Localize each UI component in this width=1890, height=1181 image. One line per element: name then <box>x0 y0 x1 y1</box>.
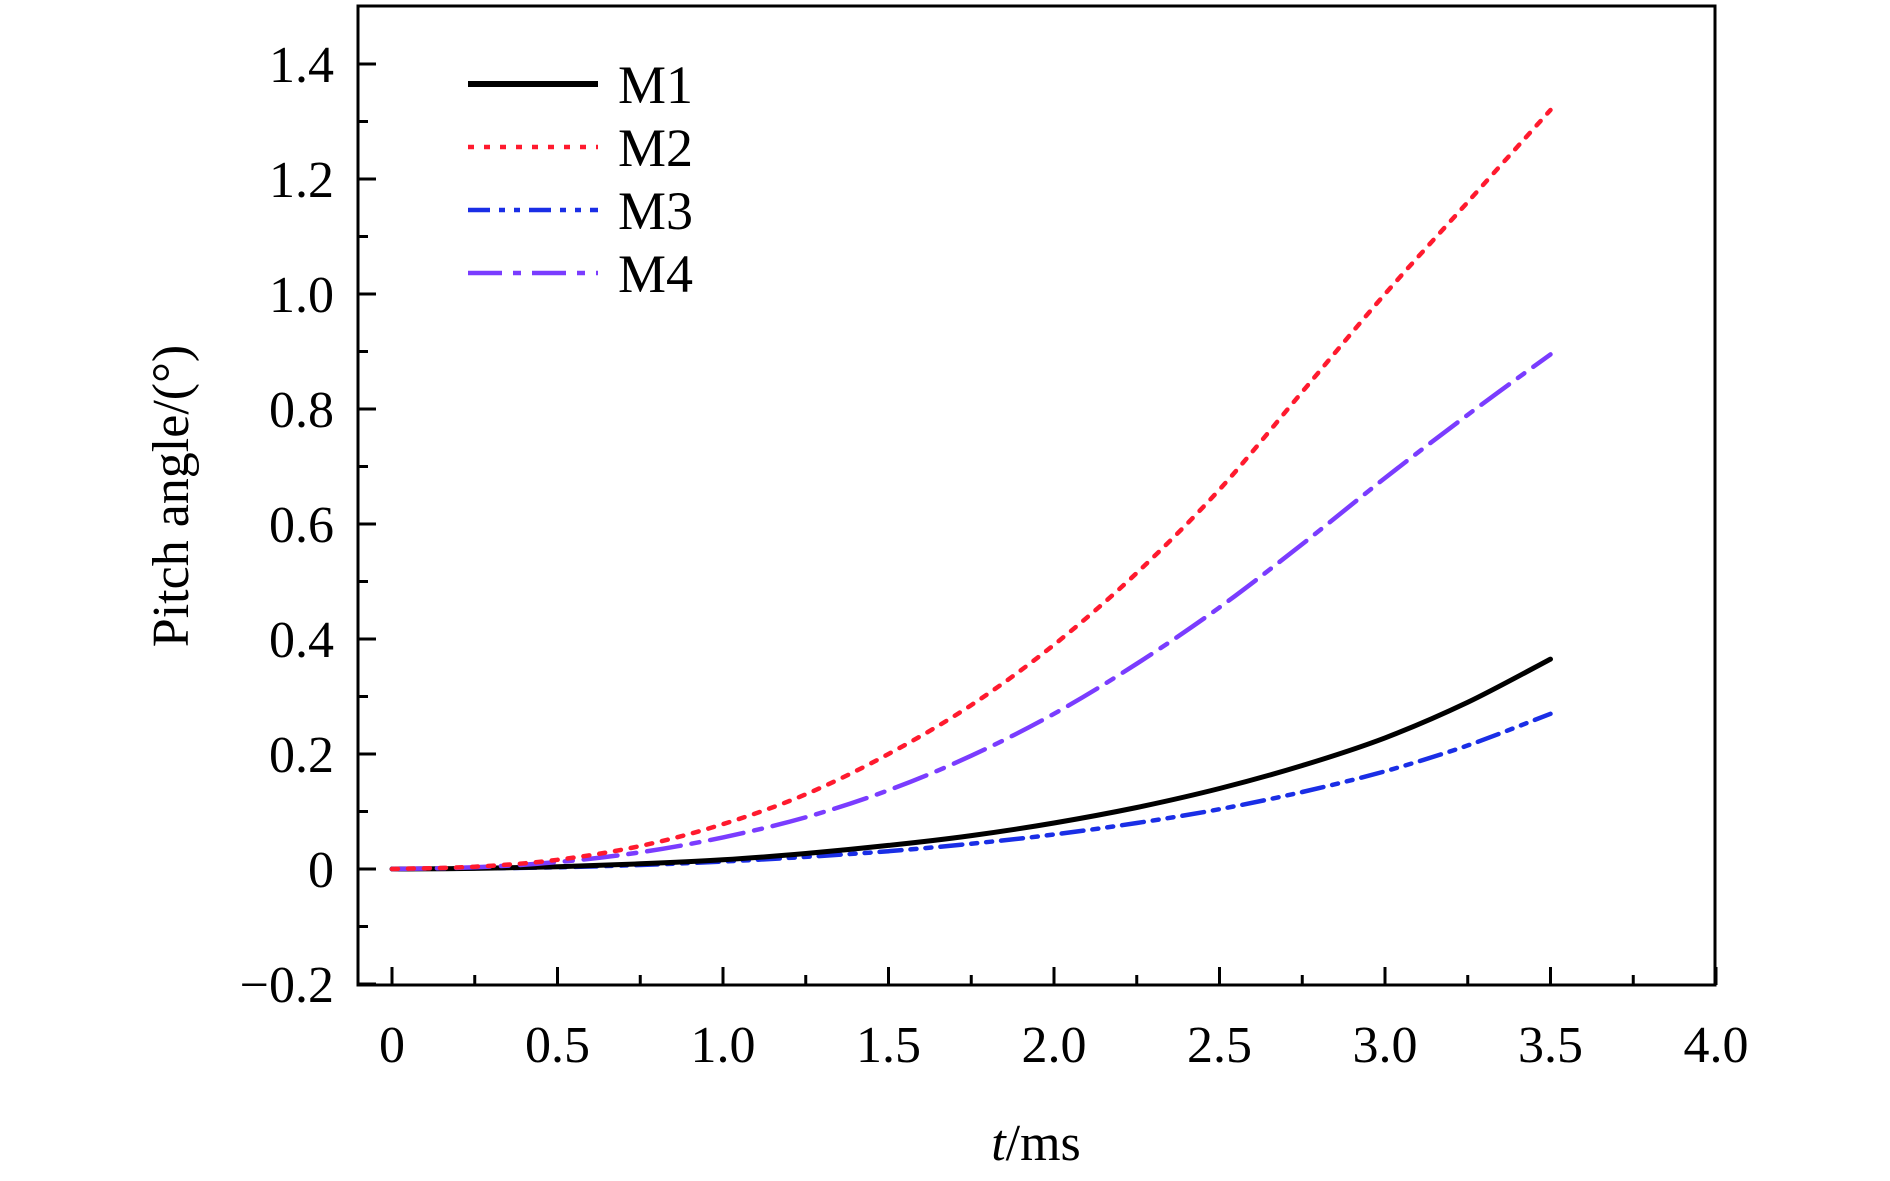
series-line-m4 <box>389 352 1553 872</box>
y-tick-label-0: −0.2 <box>240 957 334 1014</box>
y-tick-label-6: 1.0 <box>269 267 334 324</box>
x-tick-label-2: 1.0 <box>691 1017 756 1074</box>
x-tick-label-0: 0 <box>379 1017 405 1074</box>
x-tick-label-6: 3.0 <box>1353 1017 1418 1074</box>
x-axis-label-italic: t <box>991 1115 1007 1172</box>
legend-label-m4: M4 <box>618 244 693 304</box>
x-tick-label-7: 3.5 <box>1518 1017 1583 1074</box>
y-tick-label-2: 0.2 <box>269 727 334 784</box>
x-tick-label-8: 4.0 <box>1684 1017 1749 1074</box>
y-tick-label-3: 0.4 <box>269 612 334 669</box>
series-line-m1 <box>389 656 1553 872</box>
y-tick-label-1: 0 <box>308 842 334 899</box>
x-axis-label: t/ms <box>991 1115 1081 1172</box>
legend-label-m3: M3 <box>618 181 693 241</box>
series-lines <box>389 107 1553 872</box>
y-tick-label-8: 1.4 <box>269 37 334 94</box>
tick-labels: 0 0.5 1.0 1.5 2.0 2.5 3.0 3.5 4.0 −0.2 0 0.2 0.4 0.6 0… <box>240 37 1749 1074</box>
x-tick-label-3: 1.5 <box>856 1017 921 1074</box>
series-line-m3 <box>389 711 1553 872</box>
plot-frame <box>356 4 1717 987</box>
legend-label-m2: M2 <box>618 118 693 178</box>
y-tick-label-5: 0.8 <box>269 382 334 439</box>
ticks <box>358 62 1718 986</box>
y-tick-label-4: 0.6 <box>269 497 334 554</box>
y-tick-label-7: 1.2 <box>269 152 334 209</box>
legend-label-m1: M1 <box>618 55 693 115</box>
y-axis-label: Pitch angle/(°) <box>143 345 200 647</box>
x-axis-label-unit: /ms <box>1006 1115 1081 1172</box>
x-tick-label-5: 2.5 <box>1187 1017 1252 1074</box>
series-line-m2 <box>389 107 1553 872</box>
x-tick-label-1: 0.5 <box>525 1017 590 1074</box>
x-tick-label-4: 2.0 <box>1022 1017 1087 1074</box>
